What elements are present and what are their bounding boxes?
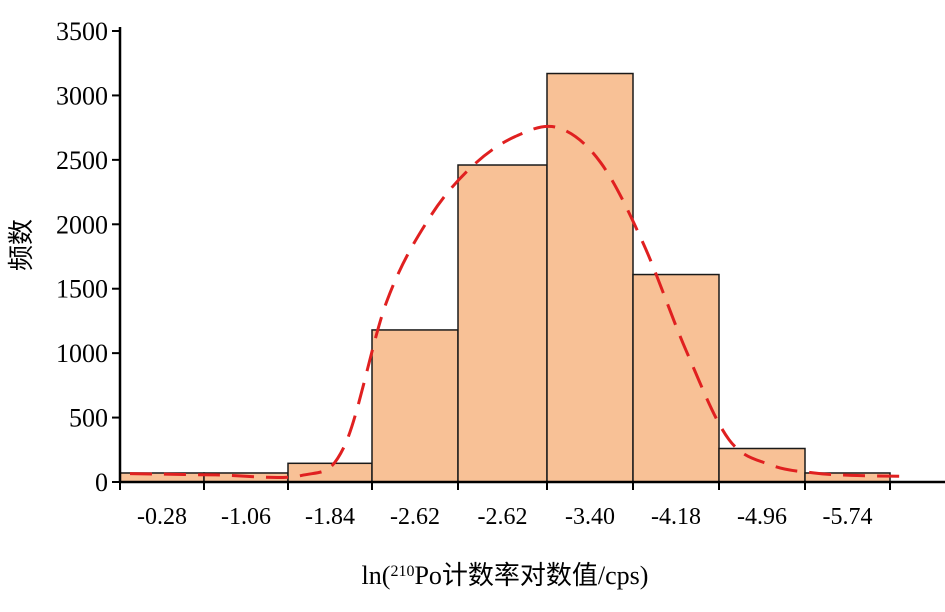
- x-tick-label-5: -3.40: [565, 504, 615, 530]
- x-ticks-group: -0.28 -1.06 -1.84 -2.62 -2.62 -3.40 -4.18 -4.96…: [119, 482, 891, 530]
- bar-7: [718, 447, 806, 483]
- x-tick-label-1: -1.06: [221, 504, 271, 530]
- x-axis-title-suffix: Po计数率对数值/cps): [414, 561, 648, 590]
- bar-2: [287, 462, 373, 483]
- x-tick-label-6: -4.18: [651, 504, 701, 530]
- x-tick-label-3: -2.62: [390, 504, 440, 530]
- x-axis-title-prefix: ln(: [362, 561, 391, 590]
- y-tick-label-7: 3500: [56, 17, 108, 46]
- x-tick-label-8: -5.74: [823, 504, 873, 530]
- y-ticks-group: 0 500 1000 1500 2000 2500 3000 3500: [56, 17, 120, 497]
- x-axis-title: ln(210Po计数率对数值/cps): [362, 561, 649, 590]
- bar-3: [371, 329, 459, 483]
- y-tick-label-0: 0: [95, 468, 108, 497]
- y-tick-label-2: 1000: [56, 339, 108, 368]
- x-axis-title-superscript: 210: [390, 563, 414, 580]
- x-tick-label-0: -0.28: [137, 504, 187, 530]
- y-tick-label-5: 2500: [56, 146, 108, 175]
- y-tick-label-6: 3000: [56, 81, 108, 110]
- y-axis-title: 频数: [7, 219, 36, 271]
- bar-6: [632, 273, 720, 483]
- y-tick-label-1: 500: [69, 404, 108, 433]
- x-tick-label-2: -1.84: [305, 504, 355, 530]
- bars-group: [119, 72, 891, 483]
- x-tick-label-4: -2.62: [478, 504, 528, 530]
- fit-curve: [129, 124, 901, 480]
- bar-5: [546, 72, 634, 483]
- x-tick-label-7: -4.96: [737, 504, 787, 530]
- y-tick-label-4: 2000: [56, 210, 108, 239]
- y-tick-label-3: 1500: [56, 275, 108, 304]
- bar-4: [457, 164, 548, 483]
